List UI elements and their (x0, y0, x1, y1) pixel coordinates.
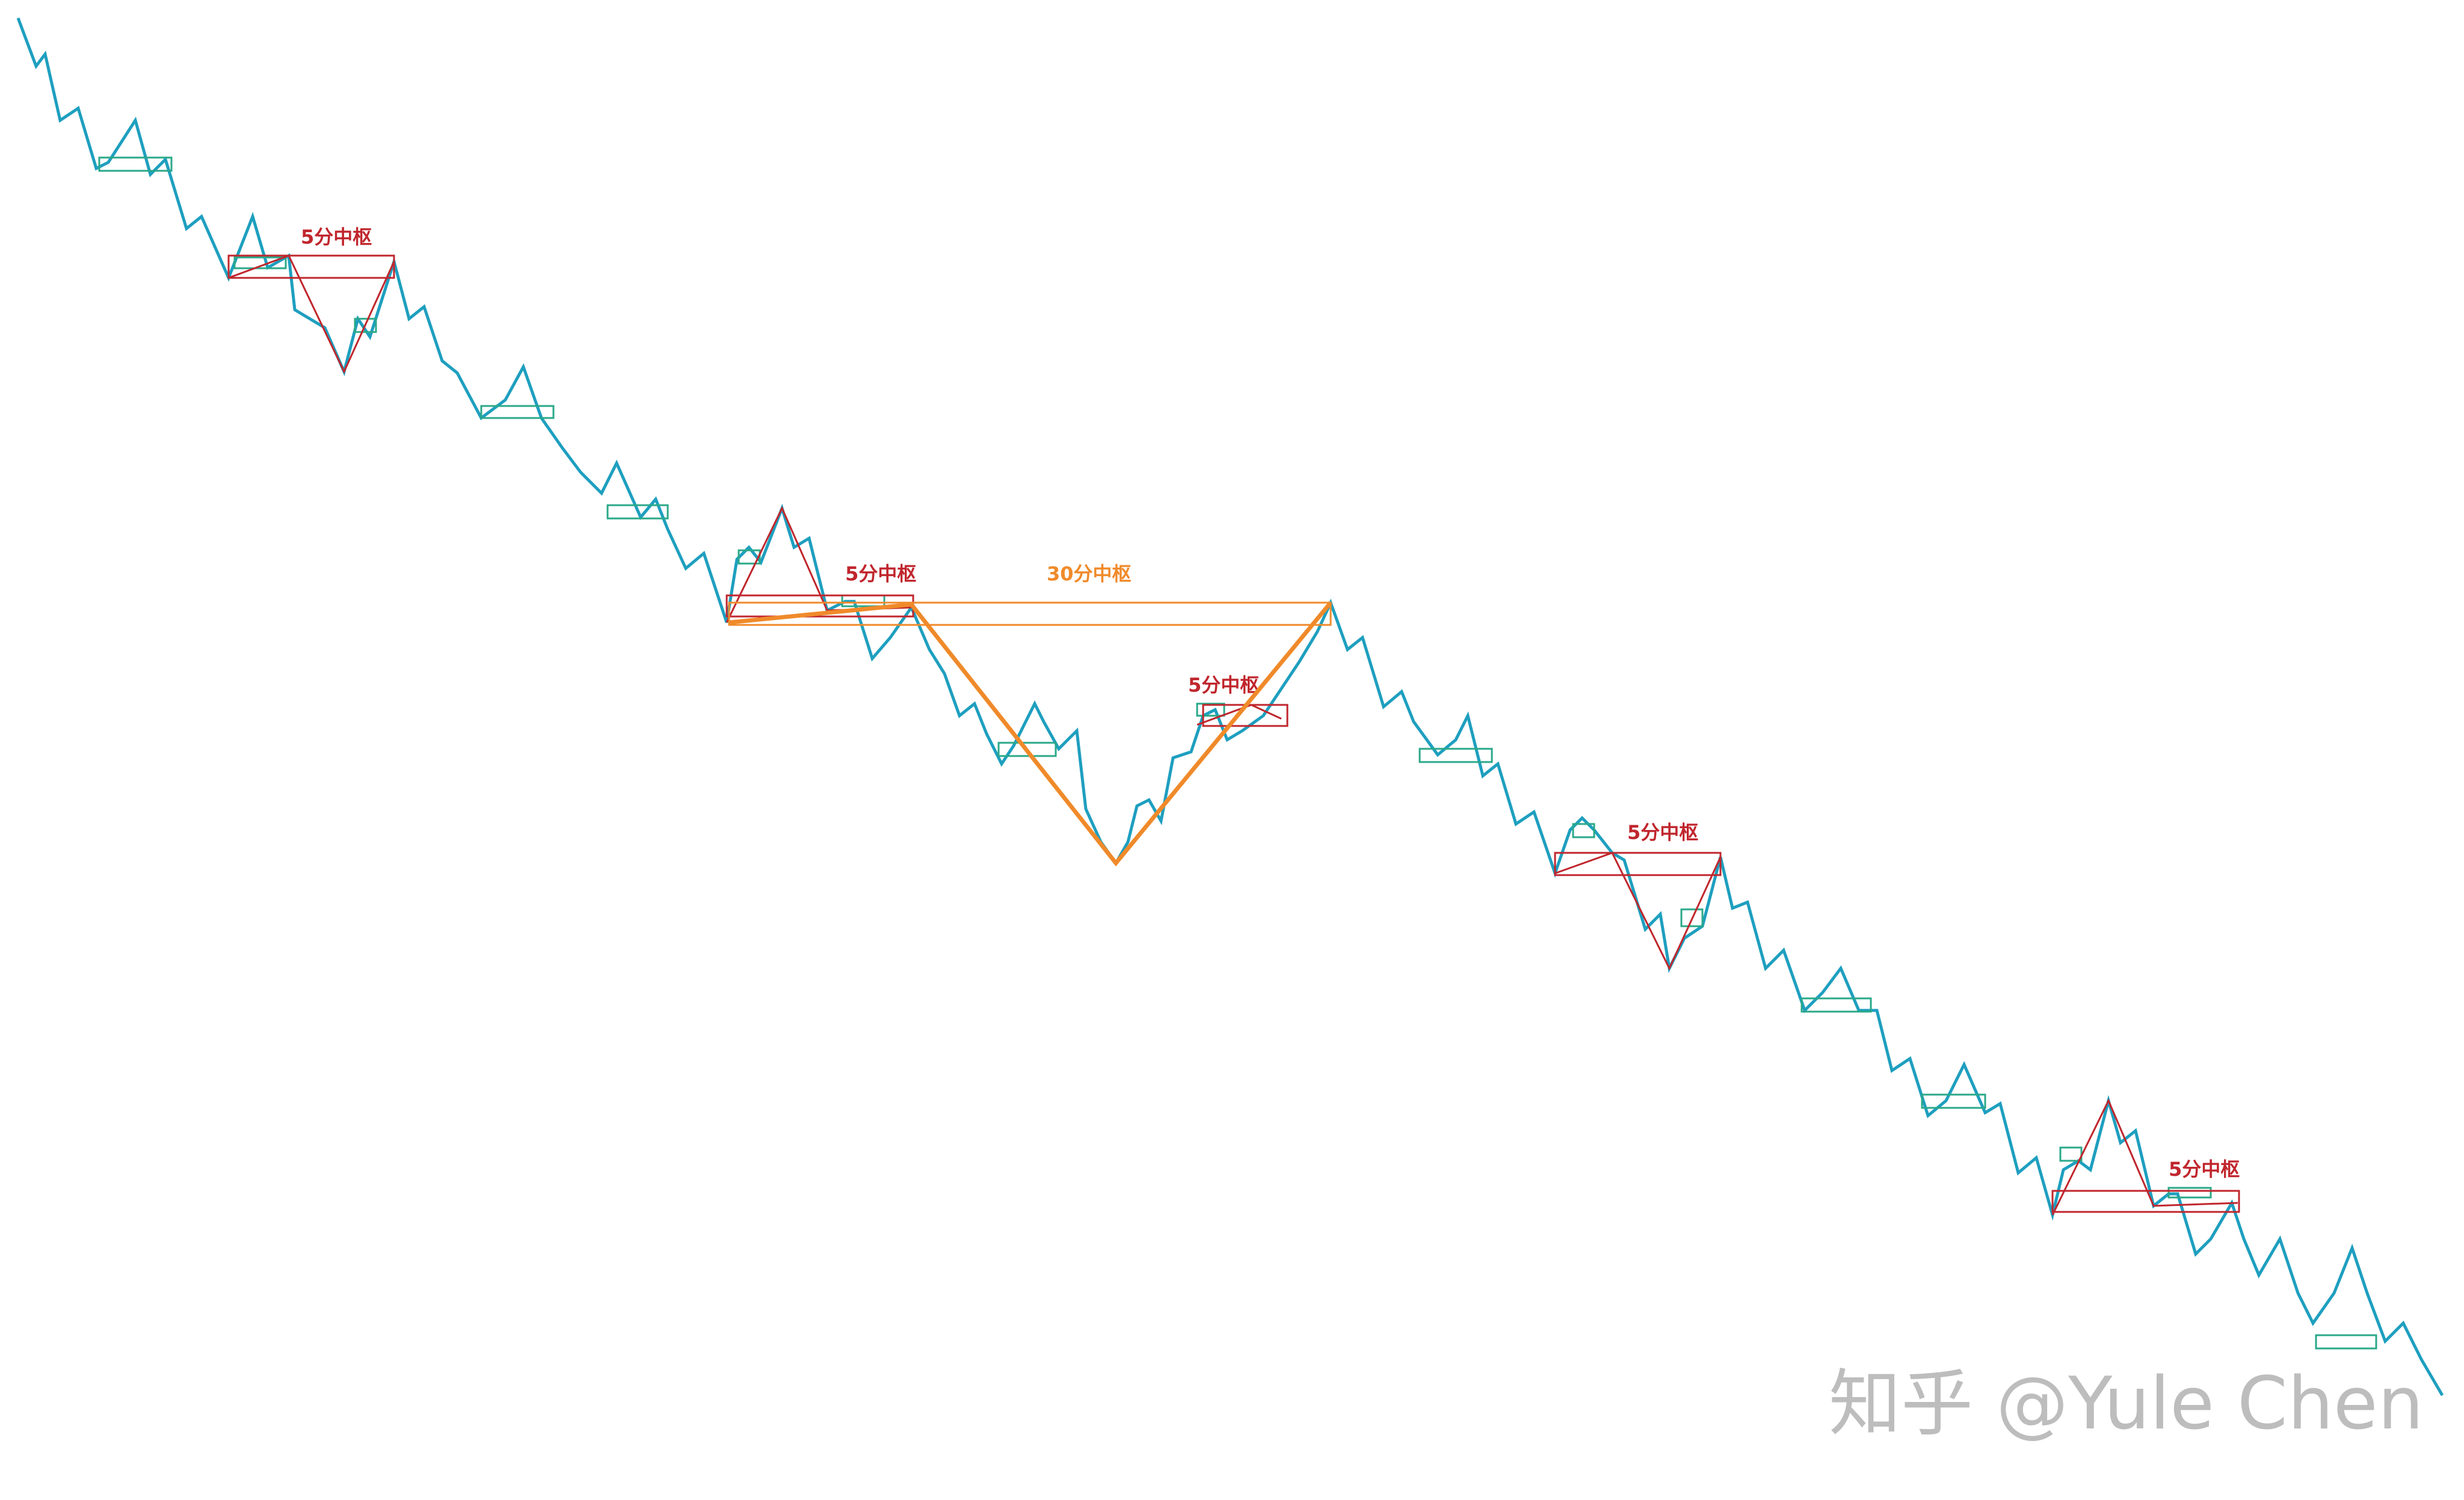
pivot-1m-box (354, 318, 377, 333)
pivot-5m-label: 5分中枢 (2169, 1158, 2240, 1181)
pivot-5m-box (1554, 852, 1722, 876)
pivot-5m-stroke (2051, 1098, 2238, 1216)
pivot-1m-box (1800, 997, 1872, 1013)
pivot-1m-box (738, 549, 761, 565)
pivot-1m-box (1418, 748, 1493, 763)
pivot-30m-label: 30分中枢 (1047, 562, 1132, 585)
watermark-text: 知乎 @Yule Chen (1829, 1362, 2424, 1446)
pivot-30m-group (728, 601, 1332, 867)
pivot-5m-label: 5分中枢 (301, 226, 372, 248)
pivot-1m-box (1921, 1093, 1986, 1109)
pivot-1m-box (480, 405, 555, 419)
pivot-1m-box (2315, 1334, 2377, 1350)
pivot-1m-box (2167, 1187, 2212, 1199)
pivot-5m-stroke (1197, 704, 1282, 726)
pivot-5m-group-4 (1554, 852, 1722, 971)
pivot-1m-box (1680, 908, 1704, 927)
pivot-5m-group-1 (227, 254, 395, 374)
pivot-5m-label: 5分中枢 (1627, 821, 1698, 844)
pivot-5m-stroke (1554, 852, 1722, 971)
pivot-1m-boxes (98, 156, 2377, 1350)
pivot-1m-box (606, 504, 669, 520)
pivot-5m-box (2051, 1190, 2240, 1213)
pivot-30m-box (728, 601, 1332, 626)
pivot-5m-label: 5分中枢 (845, 562, 916, 585)
pivot-5m-label: 5分中枢 (1188, 674, 1259, 696)
pivot-30m-stroke (728, 601, 1332, 867)
pivot-1m-box (233, 256, 287, 269)
price-zigzag-line (16, 17, 2444, 1397)
pivot-1m-box (2059, 1146, 2083, 1162)
pivot-1m-box (98, 156, 173, 172)
pivot-1m-box (1196, 702, 1225, 717)
pivot-5m-stroke (228, 254, 395, 374)
pivot-1m-box (997, 742, 1057, 757)
pivot-5m-box (227, 254, 395, 279)
pivot-5m-group-5 (2051, 1098, 2240, 1216)
pivot-1m-box (1572, 823, 1595, 838)
